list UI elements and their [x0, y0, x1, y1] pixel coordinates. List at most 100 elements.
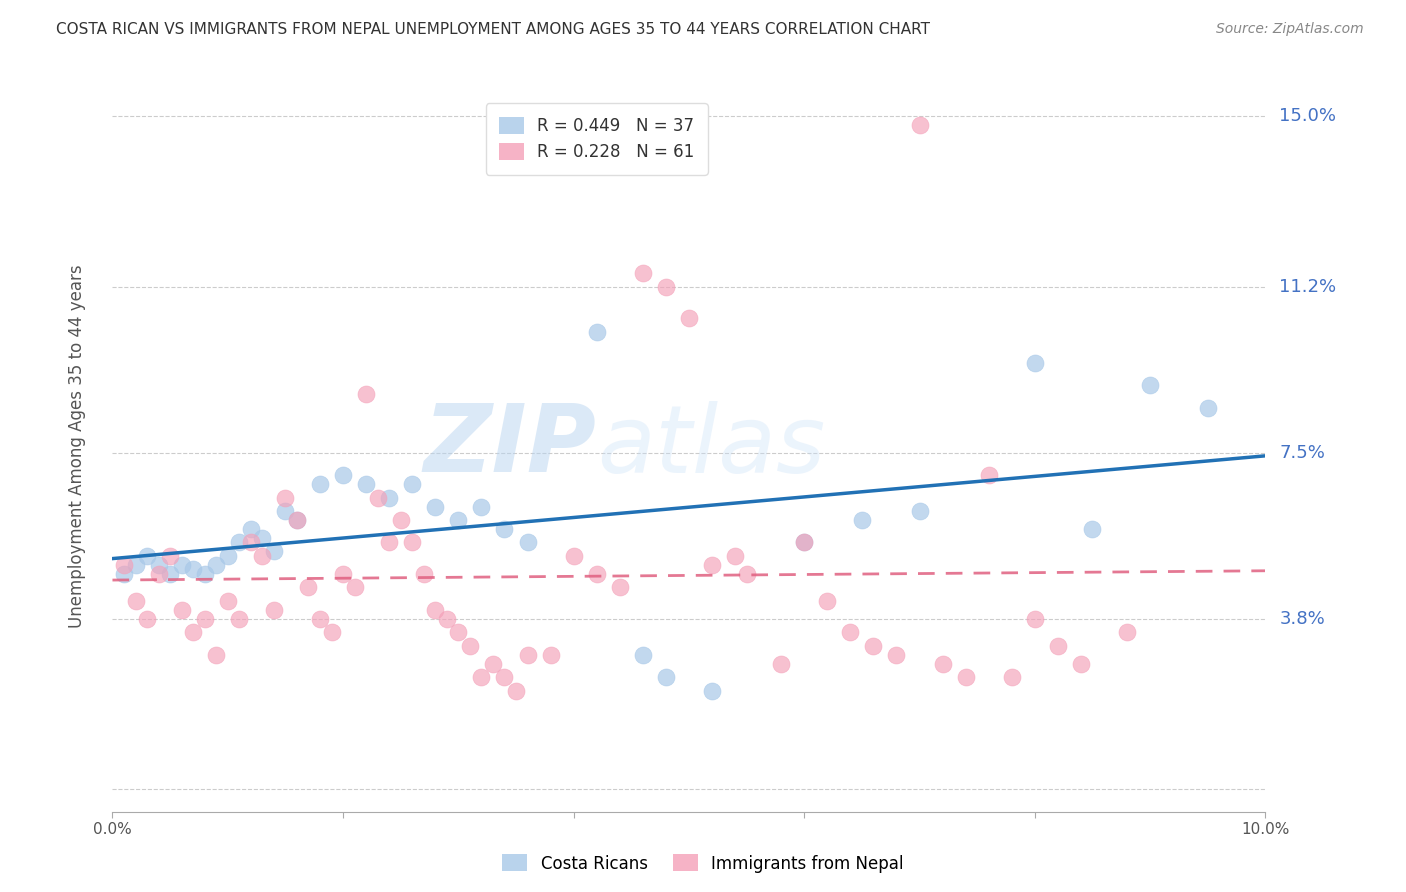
Point [285, 513, 308, 527]
Point [494, 670, 516, 684]
Text: 15.0%: 15.0% [1279, 107, 1336, 125]
Legend: R = 0.449   N = 37, R = 0.228   N = 61: R = 0.449 N = 37, R = 0.228 N = 61 [485, 103, 707, 175]
Point [112, 558, 135, 572]
Point [425, 500, 447, 514]
Point [205, 558, 228, 572]
Point [194, 612, 217, 626]
Text: 3.8%: 3.8% [1279, 610, 1324, 628]
Point [908, 118, 931, 132]
Point [447, 513, 470, 527]
Point [908, 504, 931, 518]
Point [770, 657, 793, 671]
Point [1024, 612, 1046, 626]
Point [252, 549, 274, 563]
Point [412, 566, 434, 581]
Point [631, 266, 654, 280]
Point [458, 639, 481, 653]
Point [700, 683, 723, 698]
Point [321, 625, 343, 640]
Point [136, 549, 159, 563]
Point [285, 513, 308, 527]
Point [1001, 670, 1024, 684]
Point [447, 625, 470, 640]
Point [332, 566, 354, 581]
Point [470, 670, 492, 684]
Point [228, 612, 250, 626]
Point [181, 625, 204, 640]
Point [516, 535, 538, 549]
Point [159, 549, 181, 563]
Point [263, 544, 285, 558]
Point [401, 477, 423, 491]
Point [540, 648, 562, 662]
Point [389, 513, 412, 527]
Point [793, 535, 815, 549]
Point [378, 491, 401, 505]
Y-axis label: Unemployment Among Ages 35 to 44 years: Unemployment Among Ages 35 to 44 years [67, 264, 86, 628]
Point [354, 387, 377, 401]
Point [700, 558, 723, 572]
Point [228, 535, 250, 549]
Point [181, 562, 204, 576]
Text: atlas: atlas [596, 401, 825, 491]
Point [425, 603, 447, 617]
Point [1046, 639, 1069, 653]
Point [378, 535, 401, 549]
Legend: Costa Ricans, Immigrants from Nepal: Costa Ricans, Immigrants from Nepal [496, 847, 910, 880]
Point [1139, 378, 1161, 392]
Point [609, 580, 631, 594]
Point [217, 594, 239, 608]
Point [470, 500, 492, 514]
Point [886, 648, 908, 662]
Point [1070, 657, 1092, 671]
Point [655, 279, 678, 293]
Point [1197, 401, 1219, 415]
Point [354, 477, 377, 491]
Point [274, 491, 297, 505]
Point [562, 549, 585, 563]
Point [585, 325, 607, 339]
Point [124, 558, 146, 572]
Point [815, 594, 838, 608]
Point [367, 491, 389, 505]
Point [309, 612, 332, 626]
Point [217, 549, 239, 563]
Point [436, 612, 458, 626]
Point [839, 625, 862, 640]
Point [205, 648, 228, 662]
Point [309, 477, 332, 491]
Text: Source: ZipAtlas.com: Source: ZipAtlas.com [1216, 22, 1364, 37]
Point [263, 603, 285, 617]
Point [505, 683, 527, 698]
Point [343, 580, 366, 594]
Point [793, 535, 815, 549]
Point [724, 549, 747, 563]
Point [1116, 625, 1139, 640]
Text: 7.5%: 7.5% [1279, 443, 1326, 462]
Point [332, 468, 354, 483]
Point [482, 657, 505, 671]
Point [170, 558, 193, 572]
Point [1024, 356, 1046, 370]
Point [678, 311, 700, 326]
Point [148, 558, 170, 572]
Point [977, 468, 1000, 483]
Point [239, 535, 262, 549]
Point [252, 531, 274, 545]
Text: 11.2%: 11.2% [1279, 277, 1337, 296]
Point [159, 566, 181, 581]
Point [297, 580, 319, 594]
Point [401, 535, 423, 549]
Point [631, 648, 654, 662]
Point [585, 566, 607, 581]
Point [239, 522, 262, 536]
Point [274, 504, 297, 518]
Point [124, 594, 146, 608]
Text: COSTA RICAN VS IMMIGRANTS FROM NEPAL UNEMPLOYMENT AMONG AGES 35 TO 44 YEARS CORR: COSTA RICAN VS IMMIGRANTS FROM NEPAL UNE… [56, 22, 931, 37]
Text: ZIP: ZIP [423, 400, 596, 492]
Point [1081, 522, 1104, 536]
Point [136, 612, 159, 626]
Point [735, 566, 758, 581]
Point [148, 566, 170, 581]
Point [862, 639, 884, 653]
